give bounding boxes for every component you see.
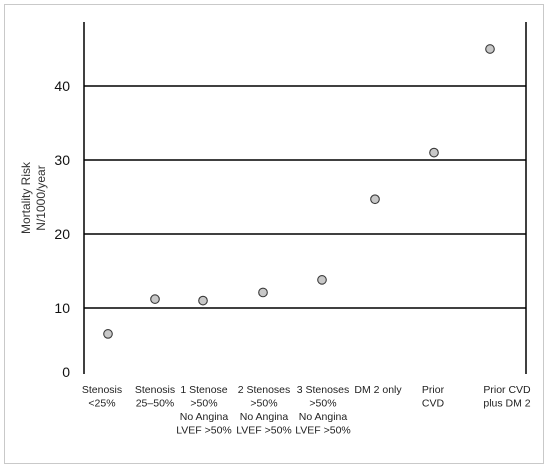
x-category-label: No Angina bbox=[299, 411, 348, 423]
x-category-label: plus DM 2 bbox=[483, 398, 530, 410]
x-category-label: LVEF >50% bbox=[176, 425, 232, 437]
x-category-label: DM 2 only bbox=[354, 384, 402, 396]
x-category-label: <25% bbox=[88, 398, 115, 410]
x-category-label: LVEF >50% bbox=[236, 425, 292, 437]
y-tick-labels: 0 10 20 30 40 bbox=[54, 78, 70, 380]
x-category-label: 25–50% bbox=[136, 398, 175, 410]
data-point bbox=[198, 295, 208, 306]
x-category-label: No Angina bbox=[180, 411, 229, 423]
data-point bbox=[370, 194, 380, 205]
data-point bbox=[485, 44, 495, 54]
y-tick-label: 10 bbox=[54, 300, 70, 316]
x-category-label: Prior bbox=[422, 384, 445, 396]
data-point bbox=[103, 329, 113, 339]
data-points bbox=[103, 44, 495, 339]
x-category-label: 3 Stenoses bbox=[297, 384, 350, 396]
y-axis-label-line-2: N/1000/year bbox=[34, 165, 48, 230]
x-category-label: >50% bbox=[250, 398, 277, 410]
x-category-label: 2 Stenoses bbox=[238, 384, 291, 396]
data-point bbox=[317, 275, 327, 285]
x-category-label: CVD bbox=[422, 398, 445, 410]
x-category-label: No Angina bbox=[240, 411, 289, 423]
x-category-label: Prior CVD bbox=[483, 384, 531, 396]
x-category-label: >50% bbox=[309, 398, 336, 410]
y-tick-label: 0 bbox=[62, 364, 70, 380]
x-category-label: Stenosis bbox=[135, 384, 175, 396]
y-tick-label: 30 bbox=[54, 152, 70, 168]
data-point bbox=[429, 147, 439, 158]
y-tick-label: 40 bbox=[54, 78, 70, 94]
x-category-label: 1 Stenose bbox=[180, 384, 227, 396]
data-point bbox=[150, 294, 160, 304]
y-axis-label-line-1: Mortality Risk bbox=[19, 161, 33, 234]
gridlines bbox=[84, 85, 526, 309]
y-tick-label: 20 bbox=[54, 226, 70, 242]
data-point bbox=[258, 287, 268, 298]
x-category-label: LVEF >50% bbox=[295, 425, 351, 437]
x-category-label: >50% bbox=[190, 398, 217, 410]
x-category-label: Stenosis bbox=[82, 384, 122, 396]
